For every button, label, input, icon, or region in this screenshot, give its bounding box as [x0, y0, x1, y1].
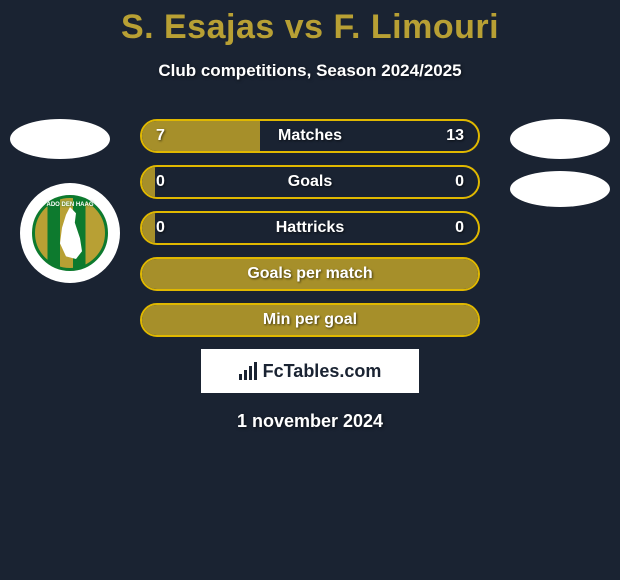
branding-box: FcTables.com [201, 349, 419, 393]
date-label: 1 november 2024 [0, 411, 620, 432]
stat-label: Matches [142, 127, 478, 145]
stat-label: Goals [142, 173, 478, 191]
stat-label: Min per goal [142, 311, 478, 329]
player1-avatar [10, 119, 110, 159]
stat-label: Hattricks [142, 219, 478, 237]
subtitle: Club competitions, Season 2024/2025 [0, 61, 620, 81]
stat-right-value: 13 [446, 127, 464, 145]
page-title: S. Esajas vs F. Limouri [0, 0, 620, 47]
club-crest-icon: ADO DEN HAAG [32, 195, 108, 271]
stat-row: 0Goals0 [140, 165, 480, 199]
stat-row: 0Hattricks0 [140, 211, 480, 245]
stat-right-value: 0 [455, 173, 464, 191]
player2-club-badge [510, 171, 610, 207]
bars-icon [239, 362, 257, 380]
stat-row: Goals per match [140, 257, 480, 291]
stat-row: 7Matches13 [140, 119, 480, 153]
stork-icon [50, 207, 90, 259]
content-area: ADO DEN HAAG 7Matches130Goals00Hattricks… [0, 119, 620, 432]
branding-text: FcTables.com [263, 361, 382, 382]
stat-row: Min per goal [140, 303, 480, 337]
player2-avatar [510, 119, 610, 159]
stats-container: 7Matches130Goals00Hattricks0Goals per ma… [140, 119, 480, 337]
player1-club-badge: ADO DEN HAAG [20, 183, 120, 283]
stat-label: Goals per match [142, 265, 478, 283]
stat-right-value: 0 [455, 219, 464, 237]
